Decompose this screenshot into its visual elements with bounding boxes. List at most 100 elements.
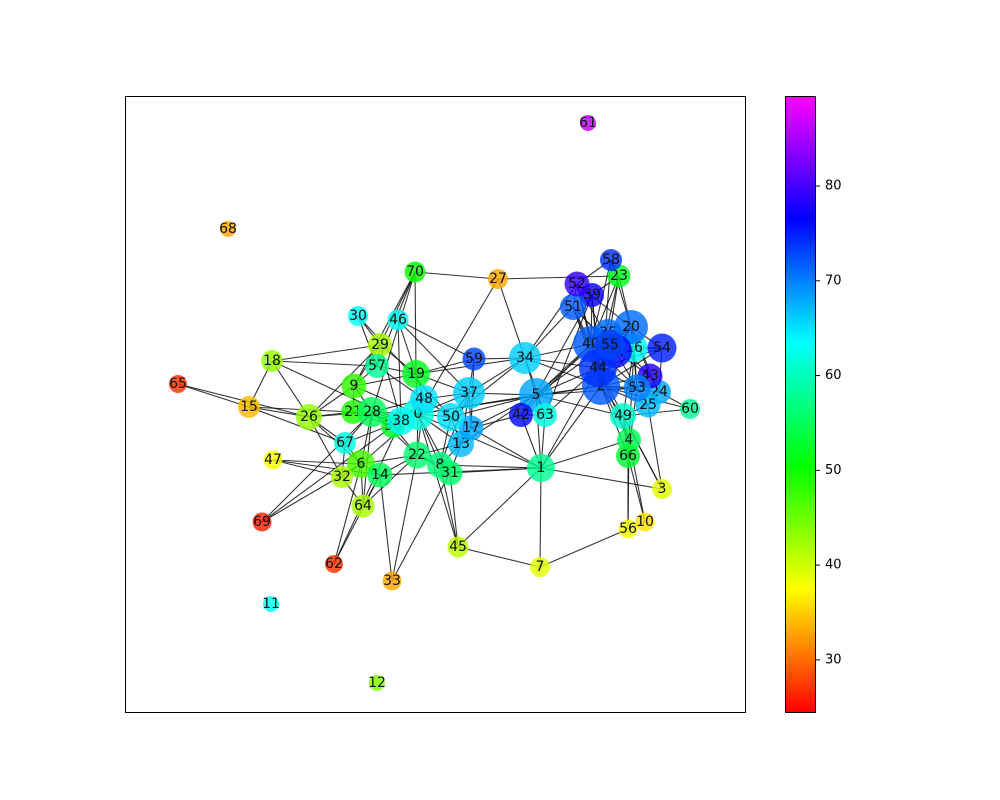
graph-node-10: 10 xyxy=(635,512,655,532)
colorbar-tick-label: 70 xyxy=(825,273,842,288)
node-label: 30 xyxy=(349,308,367,324)
node-label: 45 xyxy=(449,539,467,555)
node-marker xyxy=(509,342,541,374)
node-label: 26 xyxy=(300,409,318,425)
graph-node-55: 55 xyxy=(595,330,625,360)
plot-frame xyxy=(125,96,746,713)
graph-edge xyxy=(414,271,499,280)
node-marker xyxy=(595,330,625,360)
graph-edge xyxy=(457,546,541,568)
graph-node-47: 47 xyxy=(263,450,283,470)
node-marker xyxy=(325,555,343,573)
node-label: 44 xyxy=(589,360,607,376)
node-marker xyxy=(488,269,508,289)
colorbar: 30 40 50 60 70 80 xyxy=(785,96,842,713)
node-marker xyxy=(238,396,260,418)
graph-node-27: 27 xyxy=(488,269,508,289)
graph-node-17: 17 xyxy=(458,415,484,441)
graph-node-33: 33 xyxy=(382,571,402,591)
graph-node-62: 62 xyxy=(325,555,343,573)
graph-node-14: 14 xyxy=(367,462,393,488)
graph-edge xyxy=(248,406,346,444)
node-label: 29 xyxy=(371,337,389,353)
graph-node-32: 32 xyxy=(331,466,353,488)
graph-node-69: 69 xyxy=(252,512,272,532)
graph-edge xyxy=(457,467,542,548)
graph-node-38: 38 xyxy=(387,407,415,435)
node-label: 9 xyxy=(350,378,359,394)
node-marker xyxy=(509,403,533,427)
node-label: 62 xyxy=(325,556,343,572)
graph-node-54: 54 xyxy=(647,333,677,363)
node-marker xyxy=(560,294,586,320)
node-marker xyxy=(616,444,640,468)
graph-node-7: 7 xyxy=(530,557,550,577)
graph-node-65: 65 xyxy=(169,375,187,393)
node-label: 69 xyxy=(253,514,271,530)
node-label: 31 xyxy=(441,465,459,481)
graph-edge xyxy=(414,271,417,375)
colorbar-fill xyxy=(785,96,815,712)
node-label: 37 xyxy=(460,385,478,401)
node-marker xyxy=(347,450,375,478)
graph-node-51: 51 xyxy=(560,294,586,320)
node-marker xyxy=(263,450,283,470)
graph-node-52: 52 xyxy=(564,271,590,297)
node-marker xyxy=(447,536,469,558)
node-marker xyxy=(410,385,438,413)
graph-edge xyxy=(449,467,542,474)
graph-node-63: 63 xyxy=(533,403,557,427)
node-marker xyxy=(351,494,375,518)
graph-node-20: 20 xyxy=(614,310,648,344)
colorbar-tick-label: 30 xyxy=(825,652,842,667)
node-marker xyxy=(369,675,385,691)
graph-node-31: 31 xyxy=(437,460,463,486)
colorbar-tick-label: 60 xyxy=(825,368,842,383)
node-marker xyxy=(680,399,700,419)
graph-edge xyxy=(540,467,663,490)
graph-edge xyxy=(261,425,394,523)
node-label: 56 xyxy=(619,521,637,537)
colorbar-tick-label: 80 xyxy=(825,179,842,194)
graph-edge xyxy=(353,271,416,387)
node-label: 4 xyxy=(625,432,634,448)
node-marker xyxy=(357,397,387,427)
node-marker xyxy=(382,571,402,591)
node-label: 11 xyxy=(262,596,280,612)
node-label: 17 xyxy=(462,420,480,436)
node-label: 23 xyxy=(610,268,628,284)
node-label: 5 xyxy=(532,387,541,403)
node-marker xyxy=(618,519,638,539)
graph-edge xyxy=(417,413,459,548)
graph-node-3: 3 xyxy=(652,479,672,499)
graph-node-53: 53 xyxy=(623,374,651,402)
node-marker xyxy=(403,441,431,469)
node-layer: 0123456789101112131415161718192021222324… xyxy=(169,115,700,691)
node-marker xyxy=(458,415,484,441)
graph-edge xyxy=(271,344,381,362)
node-label: 28 xyxy=(363,404,381,420)
graph-edge xyxy=(379,271,416,346)
graph-edge xyxy=(261,411,373,523)
graph-node-56: 56 xyxy=(618,519,638,539)
node-label: 7 xyxy=(536,559,545,575)
graph-edge xyxy=(333,463,362,565)
node-marker xyxy=(527,454,555,482)
node-marker xyxy=(220,221,236,237)
node-label: 22 xyxy=(408,447,426,463)
node-marker xyxy=(296,404,322,430)
node-marker xyxy=(610,403,636,429)
graph-edge xyxy=(391,454,418,582)
graph-node-30: 30 xyxy=(348,306,368,326)
node-marker xyxy=(647,333,677,363)
graph-node-6: 6 xyxy=(347,450,375,478)
node-label: 19 xyxy=(407,366,425,382)
node-marker xyxy=(533,403,557,427)
graph-node-28: 28 xyxy=(357,397,387,427)
node-label: 12 xyxy=(368,675,386,691)
colorbar-tick-label: 40 xyxy=(825,558,842,573)
node-label: 32 xyxy=(333,469,351,485)
graph-edge xyxy=(272,459,362,465)
